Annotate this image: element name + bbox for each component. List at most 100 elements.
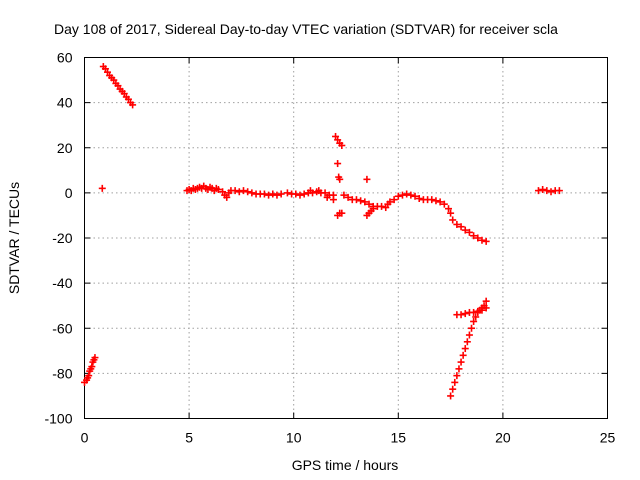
x-tick-label: 15 — [391, 430, 407, 446]
data-point — [547, 188, 555, 196]
data-point — [277, 190, 285, 198]
data-point — [455, 365, 463, 373]
y-tick-label: -20 — [52, 230, 72, 246]
data-point — [336, 175, 344, 183]
data-point — [474, 234, 482, 242]
data-point — [283, 189, 291, 197]
y-tick-label: -80 — [52, 365, 72, 381]
data-point — [451, 378, 459, 386]
data-point — [231, 187, 239, 195]
y-tick-label: 60 — [57, 50, 73, 66]
y-tick-label: 20 — [57, 140, 73, 156]
data-point — [344, 193, 352, 201]
data-point — [482, 304, 490, 312]
data-point — [352, 196, 360, 204]
data-point — [338, 209, 346, 217]
data-point — [534, 187, 542, 195]
data-point — [390, 196, 398, 204]
data-point — [415, 195, 423, 203]
x-axis-label: GPS time / hours — [292, 457, 399, 473]
data-point — [365, 200, 373, 208]
data-point — [472, 313, 480, 321]
data-point — [91, 354, 99, 362]
data-point — [543, 187, 551, 195]
data-point — [394, 192, 402, 200]
x-tick-label: 5 — [185, 430, 193, 446]
data-point — [470, 232, 478, 240]
data-point — [273, 191, 281, 199]
data-point — [474, 307, 482, 315]
data-point — [478, 236, 486, 244]
data-point — [449, 385, 457, 393]
data-point — [239, 187, 247, 195]
data-point — [411, 192, 419, 200]
data-point — [407, 191, 415, 199]
data-point — [463, 338, 471, 346]
data-point — [129, 101, 137, 109]
grid-lines — [84, 57, 608, 419]
data-point — [453, 220, 461, 228]
chart-title: Day 108 of 2017, Sidereal Day-to-day VTE… — [54, 21, 558, 37]
data-point — [457, 223, 465, 231]
data-points — [81, 63, 563, 400]
data-point — [361, 198, 369, 206]
data-point — [292, 190, 300, 198]
data-point — [386, 198, 394, 206]
data-point — [470, 308, 478, 316]
data-point — [378, 202, 386, 210]
y-axis-label: SDTVAR / TECUs — [6, 182, 22, 294]
y-tick-label: 0 — [65, 185, 73, 201]
data-point — [329, 196, 337, 204]
data-point — [445, 205, 453, 213]
data-point — [244, 188, 252, 196]
data-point — [461, 310, 469, 318]
data-point — [465, 331, 473, 339]
data-point — [461, 345, 469, 353]
data-point — [248, 189, 256, 197]
data-point — [265, 191, 273, 199]
y-tick-label: -60 — [52, 320, 72, 336]
data-point — [223, 193, 231, 201]
y-tick-label: -100 — [44, 411, 72, 427]
data-point — [321, 189, 329, 197]
data-point — [555, 187, 563, 195]
data-point — [269, 190, 277, 198]
data-point — [470, 317, 478, 325]
data-point — [98, 184, 106, 192]
x-tick-label: 20 — [495, 430, 511, 446]
data-point — [459, 351, 467, 359]
data-point — [363, 175, 371, 183]
data-point — [340, 191, 348, 199]
axis-ticks: 0 5 10 15 20 25 -100 -80 -60 -40 -20 0 20 40 60 — [44, 50, 615, 446]
data-point — [323, 193, 331, 201]
data-point — [315, 187, 323, 195]
data-point — [447, 392, 455, 400]
data-point — [478, 306, 486, 314]
data-point — [465, 228, 473, 236]
data-point — [457, 311, 465, 319]
data-point — [449, 216, 457, 224]
x-tick-label: 0 — [81, 430, 89, 446]
x-tick-label: 25 — [600, 430, 616, 446]
data-point — [296, 191, 304, 199]
data-point — [482, 237, 490, 245]
data-point — [453, 372, 461, 380]
data-point — [436, 198, 444, 206]
data-point — [85, 372, 93, 380]
data-point — [306, 187, 314, 195]
data-point — [428, 196, 436, 204]
data-point — [461, 226, 469, 234]
data-point — [214, 185, 222, 193]
data-point — [260, 190, 268, 198]
data-point — [403, 190, 411, 198]
data-point — [300, 190, 308, 198]
data-point — [457, 358, 465, 366]
data-point — [235, 188, 243, 196]
data-point — [539, 185, 547, 193]
x-tick-label: 10 — [286, 430, 302, 446]
data-point — [432, 197, 440, 205]
data-point — [482, 297, 490, 305]
y-tick-label: 40 — [57, 95, 73, 111]
data-point — [447, 209, 455, 217]
